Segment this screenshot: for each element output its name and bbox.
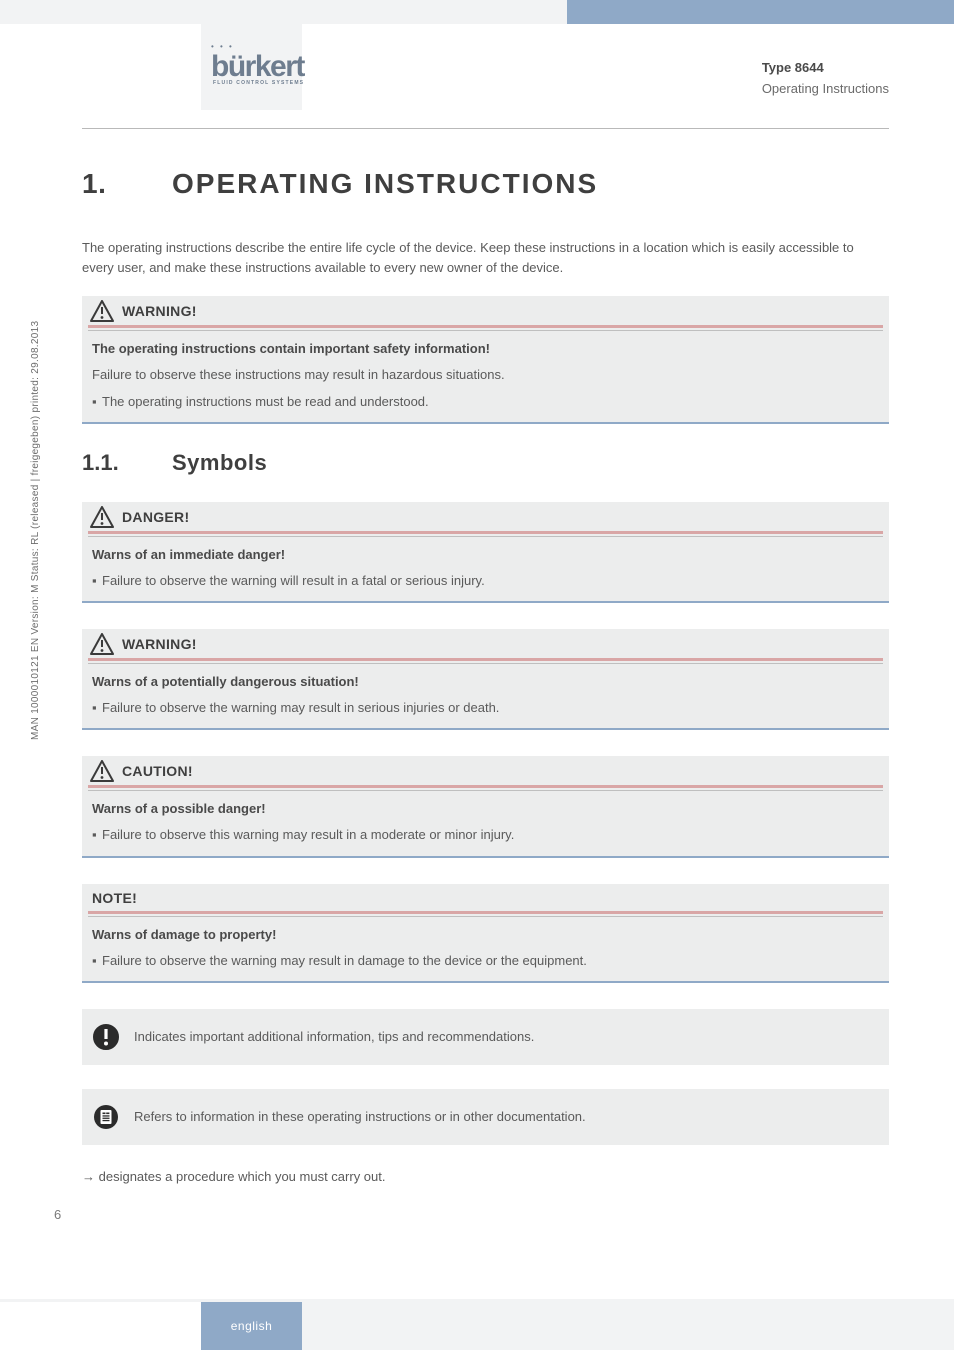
warning-triangle-icon xyxy=(90,506,114,528)
h1-text: OPERATING INSTRUCTIONS xyxy=(172,168,598,200)
caution-bold: Warns of a possible danger! xyxy=(92,799,879,819)
logo-wordmark: bürkert xyxy=(211,50,304,84)
brand-logo: • • • bürkert FLUID CONTROL SYSTEMS xyxy=(211,50,304,86)
header-divider xyxy=(82,128,889,129)
h2-text: Symbols xyxy=(172,450,267,476)
warning-title: WARNING! xyxy=(122,297,197,324)
warning-triangle-icon xyxy=(90,760,114,782)
bullet-char: ▪ xyxy=(92,698,102,718)
bullet-char: ▪ xyxy=(92,825,102,845)
warning2-bold: Warns of a potentially dangerous situati… xyxy=(92,672,879,692)
doc-type-label: Type 8644 xyxy=(762,60,889,75)
warning-bullet: The operating instructions must be read … xyxy=(102,392,429,412)
logo-tagline: FLUID CONTROL SYSTEMS xyxy=(213,80,304,86)
footer-language-tab: english xyxy=(201,1302,302,1350)
caution-title: CAUTION! xyxy=(122,757,193,784)
warning2-title: WARNING! xyxy=(122,630,197,657)
info-exclamation-icon xyxy=(92,1023,120,1051)
warning-callout-top: WARNING! The operating instructions cont… xyxy=(82,296,889,423)
footer-language-text: english xyxy=(231,1319,273,1333)
intro-paragraph: The operating instructions describe the … xyxy=(82,238,889,278)
main-content: 1. OPERATING INSTRUCTIONS The operating … xyxy=(82,168,889,1184)
danger-title: DANGER! xyxy=(122,503,189,530)
warning-triangle-icon xyxy=(90,300,114,322)
bullet-char: ▪ xyxy=(92,392,102,412)
arrow-icon: → xyxy=(82,1169,95,1184)
bullet-char: ▪ xyxy=(92,951,102,971)
warning-triangle-icon xyxy=(90,633,114,655)
h2-number: 1.1. xyxy=(82,450,172,476)
procedure-text: designates a procedure which you must ca… xyxy=(99,1169,386,1184)
header-region: • • • bürkert FLUID CONTROL SYSTEMS Type… xyxy=(0,0,954,110)
header-blue-bar xyxy=(567,0,954,24)
heading-2: 1.1. Symbols xyxy=(82,450,889,476)
warning2-bullet: Failure to observe the warning may resul… xyxy=(102,698,499,718)
logo-dots: • • • xyxy=(211,42,234,51)
page-number: 6 xyxy=(54,1207,61,1222)
info-tip-row: Indicates important additional informati… xyxy=(82,1009,889,1065)
warning-callout: WARNING! Warns of a potentially dangerou… xyxy=(82,629,889,730)
caution-callout: CAUTION! Warns of a possible danger! ▪ F… xyxy=(82,756,889,857)
note-callout: NOTE! Warns of damage to property! ▪ Fai… xyxy=(82,884,889,983)
heading-1: 1. OPERATING INSTRUCTIONS xyxy=(82,168,889,200)
note-bold: Warns of damage to property! xyxy=(92,925,879,945)
info-document-icon xyxy=(92,1103,120,1131)
procedure-line: → designates a procedure which you must … xyxy=(82,1169,889,1184)
h1-number: 1. xyxy=(82,168,172,200)
doc-subtitle: Operating Instructions xyxy=(762,81,889,96)
note-bullet: Failure to observe the warning may resul… xyxy=(102,951,587,971)
bullet-char: ▪ xyxy=(92,571,102,591)
danger-bullet: Failure to observe the warning will resu… xyxy=(102,571,485,591)
danger-bold: Warns of an immediate danger! xyxy=(92,545,879,565)
vertical-metadata: MAN 1000010121 EN Version: M Status: RL … xyxy=(30,321,41,740)
warning-bold: The operating instructions contain impor… xyxy=(92,339,879,359)
note-title: NOTE! xyxy=(88,884,137,911)
caution-bullet: Failure to observe this warning may resu… xyxy=(102,825,514,845)
info-tip-text: Indicates important additional informati… xyxy=(134,1029,534,1044)
footer-grey-bar xyxy=(302,1302,954,1350)
info-docref-row: Refers to information in these operating… xyxy=(82,1089,889,1145)
warning-line: Failure to observe these instructions ma… xyxy=(92,365,879,385)
header-right: Type 8644 Operating Instructions xyxy=(762,60,889,96)
danger-callout: DANGER! Warns of an immediate danger! ▪ … xyxy=(82,502,889,603)
info-docref-text: Refers to information in these operating… xyxy=(134,1109,586,1124)
